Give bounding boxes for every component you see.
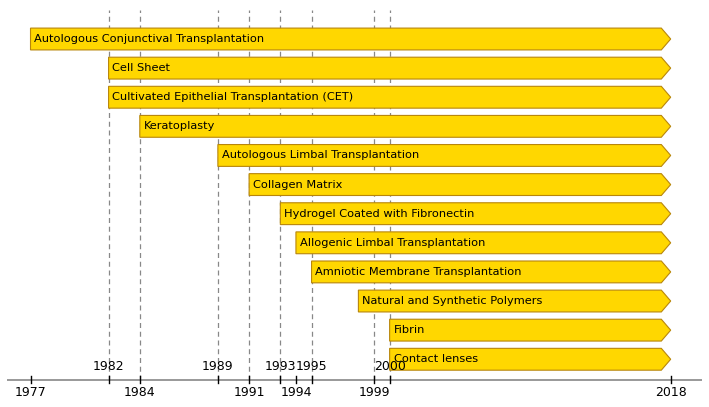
Polygon shape [218, 144, 671, 166]
Text: 1984: 1984 [124, 386, 155, 399]
Text: Cultivated Epithelial Transplantation (CET): Cultivated Epithelial Transplantation (C… [113, 92, 354, 102]
Text: Autologous Limbal Transplantation: Autologous Limbal Transplantation [222, 151, 419, 160]
Polygon shape [390, 319, 671, 341]
Polygon shape [140, 116, 671, 137]
Text: Hydrogel Coated with Fibronectin: Hydrogel Coated with Fibronectin [284, 209, 474, 219]
Polygon shape [296, 232, 671, 254]
Text: 2000: 2000 [374, 360, 406, 373]
Polygon shape [30, 28, 671, 50]
Polygon shape [108, 86, 671, 108]
Polygon shape [359, 290, 671, 312]
Text: 2018: 2018 [655, 386, 686, 399]
Text: Fibrin: Fibrin [393, 325, 425, 335]
Text: 1995: 1995 [296, 360, 328, 373]
Polygon shape [249, 174, 671, 195]
Polygon shape [390, 348, 671, 370]
Text: Keratoplasty: Keratoplasty [144, 121, 215, 131]
Text: 1982: 1982 [93, 360, 124, 373]
Polygon shape [311, 261, 671, 283]
Text: 1999: 1999 [358, 386, 390, 399]
Text: Amniotic Membrane Transplantation: Amniotic Membrane Transplantation [316, 267, 522, 277]
Text: Allogenic Limbal Transplantation: Allogenic Limbal Transplantation [300, 238, 485, 248]
Text: 1994: 1994 [280, 386, 312, 399]
Text: Contact lenses: Contact lenses [393, 354, 478, 364]
Text: Natural and Synthetic Polymers: Natural and Synthetic Polymers [362, 296, 542, 306]
Text: 1993: 1993 [264, 360, 296, 373]
Text: Autologous Conjunctival Transplantation: Autologous Conjunctival Transplantation [35, 34, 264, 44]
Text: 1977: 1977 [15, 386, 46, 399]
Text: 1991: 1991 [233, 386, 265, 399]
Text: Cell Sheet: Cell Sheet [113, 63, 170, 73]
Polygon shape [108, 57, 671, 79]
Polygon shape [280, 203, 671, 225]
Text: Collagen Matrix: Collagen Matrix [253, 179, 342, 190]
Text: 1989: 1989 [202, 360, 234, 373]
